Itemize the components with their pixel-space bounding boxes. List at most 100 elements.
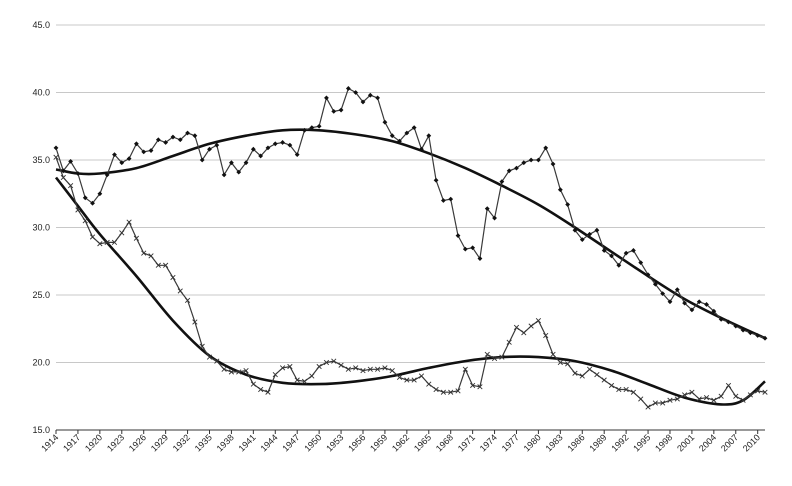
data-point [696,299,702,305]
data-point [82,218,88,224]
data-point [184,297,191,304]
data-point [60,174,66,181]
data-point [645,404,651,410]
data-point [90,200,95,206]
data-point [521,330,527,336]
x-tick-label: 1935 [193,432,214,453]
data-point [652,281,658,287]
data-point [170,134,176,140]
data-point [477,256,483,261]
data-point [572,227,578,233]
data-point [221,366,227,372]
data-point [609,253,614,259]
data-point [214,358,220,364]
data-point [404,130,410,136]
x-tick-label: 1986 [565,432,586,453]
data-point [389,367,395,374]
data-point [528,323,534,329]
data-point [733,393,739,399]
data-point [594,372,600,378]
data-point [119,160,125,166]
data-point [747,392,753,398]
data-point [309,373,315,379]
data-point [747,330,753,336]
data-point [236,169,242,175]
data-point [623,250,629,256]
x-tick-label: 1959 [368,432,389,453]
y-tick-label: 35.0 [32,155,50,165]
data-point [550,161,556,167]
data-point [192,319,198,325]
x-tick-label: 1938 [215,432,236,453]
data-point [177,137,183,143]
data-point [345,366,351,372]
data-point [148,253,154,259]
data-point [601,377,607,383]
data-point [630,389,637,395]
data-point [667,397,673,403]
data-point [185,130,190,136]
data-point [111,239,118,245]
data-point [682,300,687,306]
data-point [133,235,140,241]
data-point [674,396,680,402]
data-point [608,382,615,389]
data-point [440,198,446,203]
data-point [433,177,439,183]
x-tick-label: 1995 [631,432,652,453]
data-point [104,239,110,245]
data-point [455,233,461,238]
data-point [243,160,249,166]
data-point [616,262,622,268]
x-tick-label: 1974 [478,432,499,453]
data-point [199,157,205,163]
data-point [404,377,410,383]
data-point [601,248,607,253]
trend-curve-2 [54,176,766,406]
data-point [565,361,571,367]
data-point [360,99,366,105]
data-point [579,373,585,379]
data-point [638,260,644,265]
data-point [89,234,96,240]
data-point [440,389,447,395]
data-point [762,335,768,341]
data-point [375,95,381,101]
data-point [667,299,673,305]
data-point [726,319,731,325]
data-point [448,389,454,395]
data-point [696,396,702,402]
data-point [755,333,761,338]
x-tick-label: 2001 [675,432,696,453]
data-point [623,386,629,393]
data-point [528,157,534,163]
data-point [338,362,344,368]
y-tick-label: 45.0 [32,20,50,30]
data-point [331,109,337,114]
series-1 [53,86,768,341]
x-tick-label: 1920 [83,432,104,453]
data-point [674,287,680,292]
data-point [550,351,556,358]
data-point [265,389,271,395]
y-tick-label: 25.0 [32,290,50,300]
data-point [316,123,322,129]
data-point [652,400,658,406]
data-point [638,396,644,402]
data-point [703,394,710,401]
data-point [148,148,154,153]
y-tick-label: 15.0 [32,425,50,435]
data-point [462,366,468,372]
data-point [324,95,329,101]
data-point [740,327,746,333]
data-point [199,343,205,349]
data-point [301,378,308,385]
data-point [660,400,666,406]
data-point [206,354,213,360]
data-point [374,366,381,372]
data-point [419,146,424,152]
data-point [491,355,498,362]
data-point [506,339,512,345]
x-tick-label: 1923 [105,432,126,453]
